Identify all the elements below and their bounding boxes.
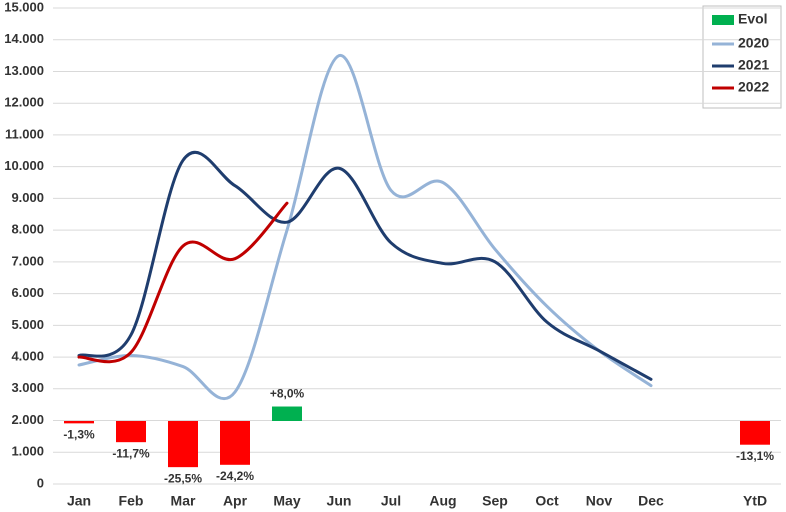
y-tick-label: 13.000 <box>4 63 44 78</box>
evol-label: -24,2% <box>216 469 254 483</box>
y-tick-label: 3.000 <box>11 380 44 395</box>
legend-label: 2020 <box>738 35 769 51</box>
x-tick-label: Aug <box>429 493 456 509</box>
y-tick-label: 2.000 <box>11 412 44 427</box>
x-tick-label: Jun <box>327 493 352 509</box>
y-tick-label: 6.000 <box>11 285 44 300</box>
x-tick-label: Nov <box>586 493 613 509</box>
y-tick-label: 12.000 <box>4 95 44 110</box>
evol-bar <box>64 421 94 424</box>
y-tick-label: 10.000 <box>4 158 44 173</box>
y-tick-label: 8.000 <box>11 222 44 237</box>
y-tick-label: 0 <box>37 475 44 490</box>
evol-label: +8,0% <box>270 387 305 401</box>
x-tick-label: May <box>273 493 300 509</box>
x-tick-label: Sep <box>482 493 508 509</box>
y-tick-label: 11.000 <box>5 126 44 141</box>
x-tick-label: Mar <box>171 493 196 509</box>
legend-label: 2021 <box>738 57 769 73</box>
y-tick-label: 14.000 <box>4 31 44 46</box>
evol-bar <box>272 406 302 421</box>
y-tick-label: 4.000 <box>11 349 44 364</box>
x-tick-label: Feb <box>119 493 144 509</box>
line-series <box>77 54 653 401</box>
x-tick-label: Apr <box>223 493 248 509</box>
line-series <box>77 150 653 381</box>
x-tick-label: Dec <box>638 493 664 509</box>
y-tick-label: 15.000 <box>4 0 44 14</box>
x-tick-label: Oct <box>535 493 559 509</box>
evol-bar <box>220 421 250 465</box>
y-tick-label: 7.000 <box>11 253 44 268</box>
x-tick-label: Jan <box>67 493 91 509</box>
legend-label: 2022 <box>738 79 769 95</box>
evol-bar <box>740 421 770 445</box>
evol-label: -25,5% <box>164 471 202 485</box>
line-series <box>77 201 289 364</box>
x-tick-label: YtD <box>743 493 767 509</box>
legend-label: Evol <box>738 11 768 27</box>
y-tick-label: 5.000 <box>11 317 44 332</box>
evol-bar <box>116 421 146 443</box>
evol-label: -13,1% <box>736 449 774 463</box>
evol-label: -11,7% <box>112 446 150 460</box>
legend-swatch <box>712 15 734 25</box>
y-tick-label: 9.000 <box>11 190 44 205</box>
evol-bar <box>168 421 198 468</box>
evol-label: -1,3% <box>63 428 95 442</box>
y-tick-label: 1.000 <box>11 444 44 459</box>
x-tick-label: Jul <box>381 493 401 509</box>
